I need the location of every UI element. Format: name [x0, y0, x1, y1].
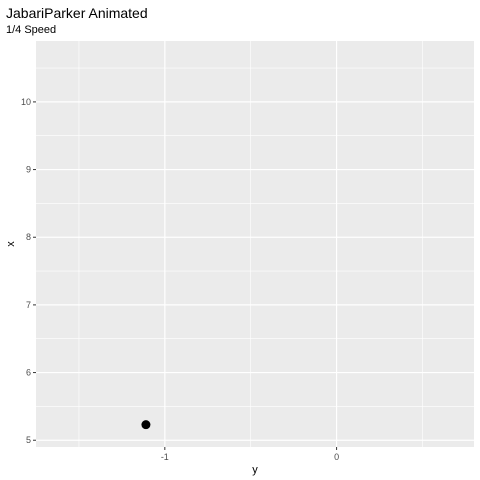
y-tick-label: 10 — [21, 97, 31, 107]
x-axis-title: y — [252, 464, 258, 476]
y-tick-label: 6 — [26, 368, 31, 378]
chart-title: JabariParker Animated — [6, 5, 148, 21]
y-axis: 5 6 7 8 9 10 — [21, 97, 36, 445]
x-tick-label: -1 — [161, 452, 169, 462]
y-tick-label: 8 — [26, 232, 31, 242]
y-tick-label: 9 — [26, 165, 31, 175]
chart-subtitle: 1/4 Speed — [6, 24, 57, 36]
x-tick-label: 0 — [334, 452, 339, 462]
data-points — [141, 420, 151, 430]
y-tick-label: 5 — [26, 435, 31, 445]
minor-grid — [36, 41, 474, 447]
y-tick-label: 7 — [26, 300, 31, 310]
y-axis-title: x — [5, 241, 17, 247]
plot-panel — [36, 41, 474, 447]
major-grid — [36, 41, 474, 447]
data-point — [141, 420, 151, 430]
x-axis: -1 0 — [161, 447, 339, 462]
